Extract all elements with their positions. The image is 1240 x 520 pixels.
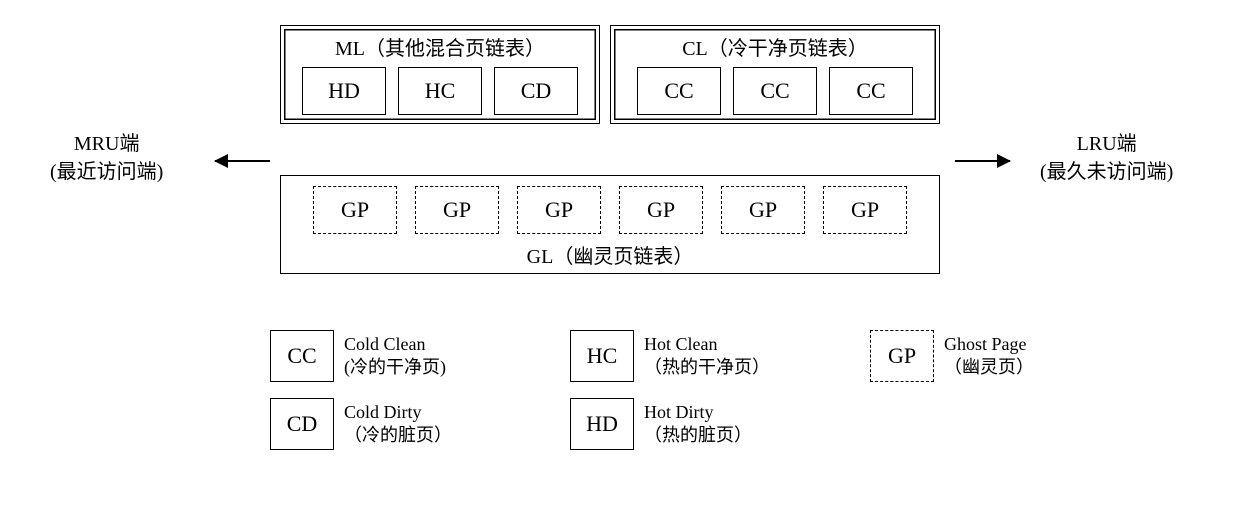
legend-hc-abbr: HC <box>570 330 634 382</box>
legend-gp-zh: （幽灵页） <box>944 356 1034 379</box>
gl-cell: GP <box>313 186 397 234</box>
legend-hc-text: Hot Clean （热的干净页） <box>644 333 770 380</box>
legend-hd-en: Hot Dirty <box>644 401 752 424</box>
legend-hc-zh: （热的干净页） <box>644 356 770 379</box>
mru-line1: MRU端 <box>50 130 163 158</box>
arrow-head-left-icon <box>214 154 228 168</box>
legend-hd-abbr: HD <box>570 398 634 450</box>
gl-cell: GP <box>823 186 907 234</box>
ml-list-box: ML（其他混合页链表） HD HC CD <box>280 25 600 124</box>
gl-cell: GP <box>721 186 805 234</box>
legend-cd-abbr: CD <box>270 398 334 450</box>
legend-hc-en: Hot Clean <box>644 333 770 356</box>
legend: CC Cold Clean (冷的干净页) HC Hot Clean （热的干净… <box>270 330 1170 450</box>
gl-cell: GP <box>619 186 703 234</box>
legend-cc-text: Cold Clean (冷的干净页) <box>344 333 446 380</box>
legend-gp-text: Ghost Page （幽灵页） <box>944 333 1034 380</box>
cl-cell: CC <box>733 67 817 115</box>
legend-cd-en: Cold Dirty <box>344 401 452 424</box>
legend-hd-text: Hot Dirty （热的脏页） <box>644 401 752 448</box>
cl-cell: CC <box>637 67 721 115</box>
mru-line2: (最近访问端) <box>50 158 163 186</box>
legend-hd: HD Hot Dirty （热的脏页） <box>570 398 870 450</box>
cl-row: CC CC CC <box>617 67 933 115</box>
arrow-mru <box>215 160 270 162</box>
ml-cell: CD <box>494 67 578 115</box>
legend-cd: CD Cold Dirty （冷的脏页） <box>270 398 570 450</box>
ml-cell: HD <box>302 67 386 115</box>
ml-cell: HC <box>398 67 482 115</box>
lru-line2: (最久未访问端) <box>1040 158 1173 186</box>
cl-cell: CC <box>829 67 913 115</box>
legend-empty <box>870 398 1170 450</box>
legend-gp-en: Ghost Page <box>944 333 1034 356</box>
cl-title: CL（冷干净页链表） <box>617 32 933 61</box>
cl-list-box: CL（冷干净页链表） CC CC CC <box>610 25 940 124</box>
legend-cc-abbr: CC <box>270 330 334 382</box>
page-list-diagram: MRU端 (最近访问端) LRU端 (最久未访问端) ML（其他混合页链表） H… <box>20 20 1220 500</box>
mru-label: MRU端 (最近访问端) <box>50 130 163 186</box>
legend-gp-abbr: GP <box>870 330 934 382</box>
ml-title: ML（其他混合页链表） <box>287 32 593 61</box>
gl-row: GP GP GP GP GP GP <box>291 186 929 234</box>
gl-title: GL（幽灵页链表） <box>291 240 929 269</box>
gl-list-box: GP GP GP GP GP GP GL（幽灵页链表） <box>280 175 940 274</box>
legend-hc: HC Hot Clean （热的干净页） <box>570 330 870 382</box>
legend-gp: GP Ghost Page （幽灵页） <box>870 330 1170 382</box>
legend-cc: CC Cold Clean (冷的干净页) <box>270 330 570 382</box>
legend-cd-zh: （冷的脏页） <box>344 424 452 447</box>
ml-row: HD HC CD <box>287 67 593 115</box>
arrow-lru <box>955 160 1010 162</box>
legend-cc-zh: (冷的干净页) <box>344 356 446 379</box>
arrow-head-right-icon <box>997 154 1011 168</box>
legend-hd-zh: （热的脏页） <box>644 424 752 447</box>
legend-cd-text: Cold Dirty （冷的脏页） <box>344 401 452 448</box>
gl-cell: GP <box>415 186 499 234</box>
gl-cell: GP <box>517 186 601 234</box>
lru-line1: LRU端 <box>1040 130 1173 158</box>
legend-cc-en: Cold Clean <box>344 333 446 356</box>
lru-label: LRU端 (最久未访问端) <box>1040 130 1173 186</box>
